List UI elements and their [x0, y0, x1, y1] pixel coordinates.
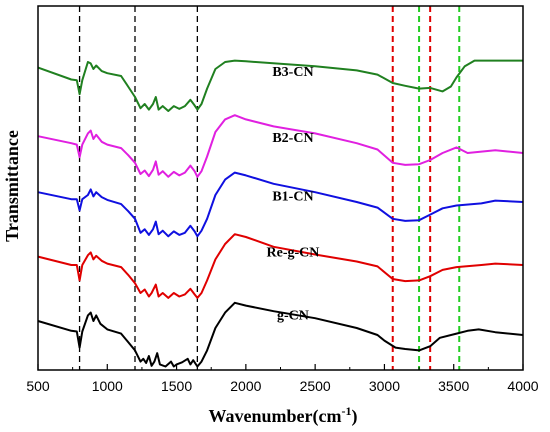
series-labels: g-CN Re-g-CN B1-CN B2-CN B3-CN: [267, 65, 320, 324]
series-label-g-cn: g-CN: [277, 309, 309, 324]
x-axis-label-main: Wavenumber(cm: [209, 406, 342, 427]
x-axis-label: Wavenumber(cm-1): [209, 404, 358, 427]
x-tick-label-500: 500: [26, 378, 50, 394]
series-lines: [37, 59, 524, 368]
x-tick-label-3000: 3000: [369, 378, 400, 394]
series-label-b2-cn: B2-CN: [272, 131, 313, 146]
x-tick-label-2000: 2000: [230, 378, 261, 394]
x-tick-label-1000: 1000: [92, 378, 123, 394]
series-line-b2-cn: [37, 114, 524, 178]
series-line-g-cn: [37, 301, 524, 368]
series-line-b1-cn: [37, 171, 524, 238]
series-line-re-g-cn: [37, 233, 524, 299]
x-axis-label-close: ): [351, 406, 357, 427]
series-label-b1-cn: B1-CN: [272, 190, 313, 205]
series-line-b3-cn: [37, 59, 523, 112]
x-tick-label-4000: 4000: [507, 378, 538, 394]
series-label-re-g-cn: Re-g-CN: [267, 246, 320, 261]
x-tick-label-3500: 3500: [438, 378, 469, 394]
x-tick-label-1500: 1500: [161, 378, 192, 394]
x-axis-label-superscript: -1: [341, 404, 351, 418]
series-label-b3-cn: B3-CN: [272, 65, 313, 80]
x-ticks: 500 1000 1500 2000 2500 3000 3500 4000: [26, 364, 539, 394]
y-axis-label: Transmittance: [2, 130, 22, 242]
x-tick-label-2500: 2500: [300, 378, 331, 394]
reference-lines: [78, 6, 461, 370]
